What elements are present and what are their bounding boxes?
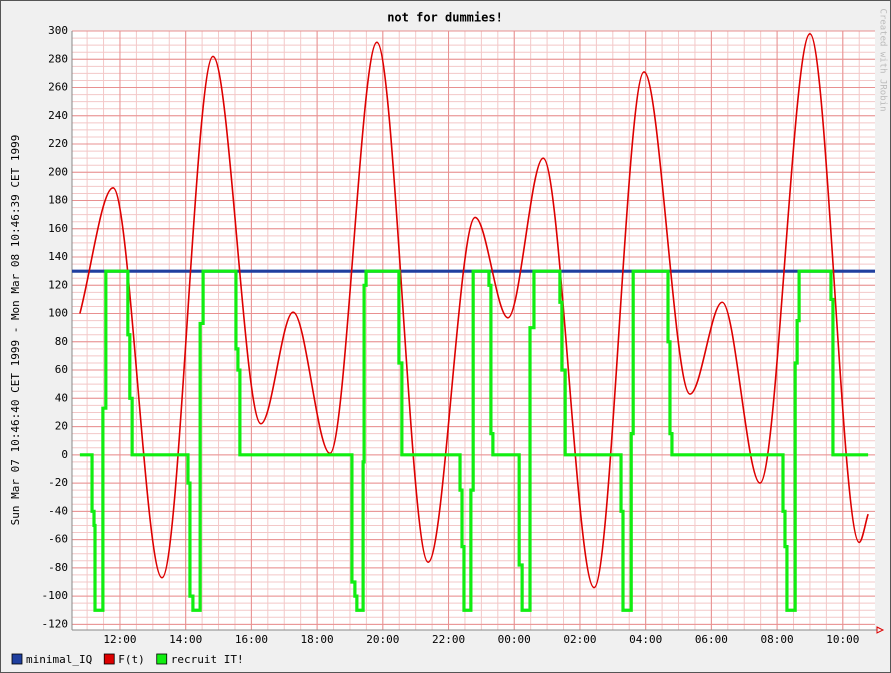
y-tick-label: -60 [48,533,68,546]
legend-label: recruit IT! [171,653,244,666]
watermark: Created with JRobin [878,9,888,112]
y-tick-label: 60 [55,363,68,376]
x-tick-label: 00:00 [498,633,531,646]
y-tick-label: 300 [48,24,68,37]
x-tick-label: 16:00 [235,633,268,646]
y-tick-label: -120 [42,617,69,630]
x-tick-label: 14:00 [169,633,202,646]
y-tick-label: 200 [48,165,68,178]
legend-swatch [156,653,168,665]
y-tick-label: 240 [48,109,68,122]
legend-label: minimal_IQ [26,653,92,666]
x-tick-label: 18:00 [301,633,334,646]
x-tick-label: 10:00 [826,633,859,646]
x-tick-label: 20:00 [366,633,399,646]
y-tick-label: -100 [42,589,69,602]
y-axis-label: Sun Mar 07 10:46:40 CET 1999 - Mon Mar 0… [9,135,22,526]
y-tick-label: 100 [48,307,68,320]
legend-swatch [11,653,23,665]
y-tick-label: 140 [48,250,68,263]
chart-title: not for dummies! [387,11,503,25]
x-tick-label: 08:00 [761,633,794,646]
y-tick-label: 160 [48,222,68,235]
y-tick-label: 260 [48,81,68,94]
y-tick-label: 280 [48,52,68,65]
y-tick-label: 120 [48,278,68,291]
y-tick-label: -40 [48,504,68,517]
series-line [79,33,869,589]
y-tick-label: 180 [48,194,68,207]
axis-arrow [876,626,885,634]
x-tick-label: 22:00 [432,633,465,646]
y-tick-label: -20 [48,476,68,489]
x-tick-label: 02:00 [563,633,596,646]
legend-label: F(t) [118,653,145,666]
y-tick-label: 0 [61,448,68,461]
x-tick-label: 12:00 [103,633,136,646]
y-tick-label: 220 [48,137,68,150]
y-tick-label: 80 [55,335,68,348]
series-line [79,269,869,612]
legend-swatch [103,653,115,665]
x-tick-label: 04:00 [629,633,662,646]
y-tick-label: 40 [55,391,68,404]
y-tick-label: 20 [55,420,68,433]
x-tick-label: 06:00 [695,633,728,646]
y-tick-label: -80 [48,561,68,574]
